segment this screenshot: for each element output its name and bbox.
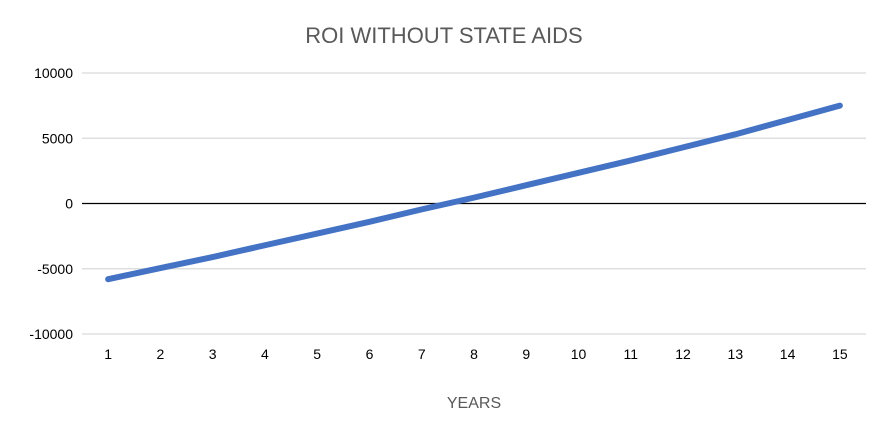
series-line — [105, 102, 843, 283]
x-tick-label: 15 — [832, 346, 848, 362]
x-tick-label: 7 — [418, 346, 426, 362]
y-tick-label: -10000 — [29, 326, 73, 342]
x-tick-label: 11 — [624, 346, 639, 362]
x-tick-label: 4 — [261, 346, 269, 362]
x-tick-label: 6 — [366, 346, 374, 362]
x-tick-label: 9 — [522, 346, 530, 362]
x-tick-label: 5 — [313, 346, 321, 362]
series-layer — [105, 102, 843, 283]
x-axis-label: YEARS — [447, 395, 501, 412]
x-tick-label: 10 — [571, 346, 587, 362]
gridlines — [82, 72, 866, 335]
y-tick-label: 0 — [65, 196, 73, 212]
y-tick-label: 10000 — [34, 65, 73, 81]
x-tick-label: 8 — [470, 346, 478, 362]
x-tick-label: 2 — [157, 346, 165, 362]
x-tick-label: 14 — [780, 346, 796, 362]
y-axis-ticks: 10000 5000 0 -5000 -10000 — [29, 65, 73, 342]
y-tick-label: -5000 — [37, 261, 73, 277]
chart-title: ROI WITHOUT STATE AIDS — [305, 23, 582, 48]
x-axis-ticks: 1 2 3 4 5 6 7 8 9 10 11 12 13 14 15 — [104, 346, 848, 362]
y-tick-label: 5000 — [42, 130, 73, 146]
x-tick-label: 1 — [104, 346, 112, 362]
x-tick-label: 13 — [728, 346, 744, 362]
x-tick-label: 3 — [209, 346, 217, 362]
x-tick-label: 12 — [675, 346, 691, 362]
